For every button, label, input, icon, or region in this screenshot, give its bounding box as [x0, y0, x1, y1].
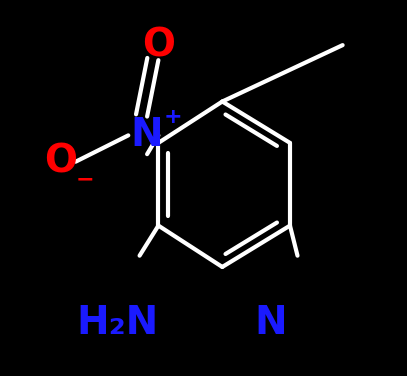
Text: +: + [163, 107, 182, 127]
Text: O: O [44, 143, 77, 181]
Text: H₂N: H₂N [76, 304, 158, 343]
Text: N: N [255, 304, 287, 343]
Text: −: − [76, 170, 94, 190]
Text: N: N [131, 116, 164, 155]
Text: O: O [142, 26, 175, 64]
